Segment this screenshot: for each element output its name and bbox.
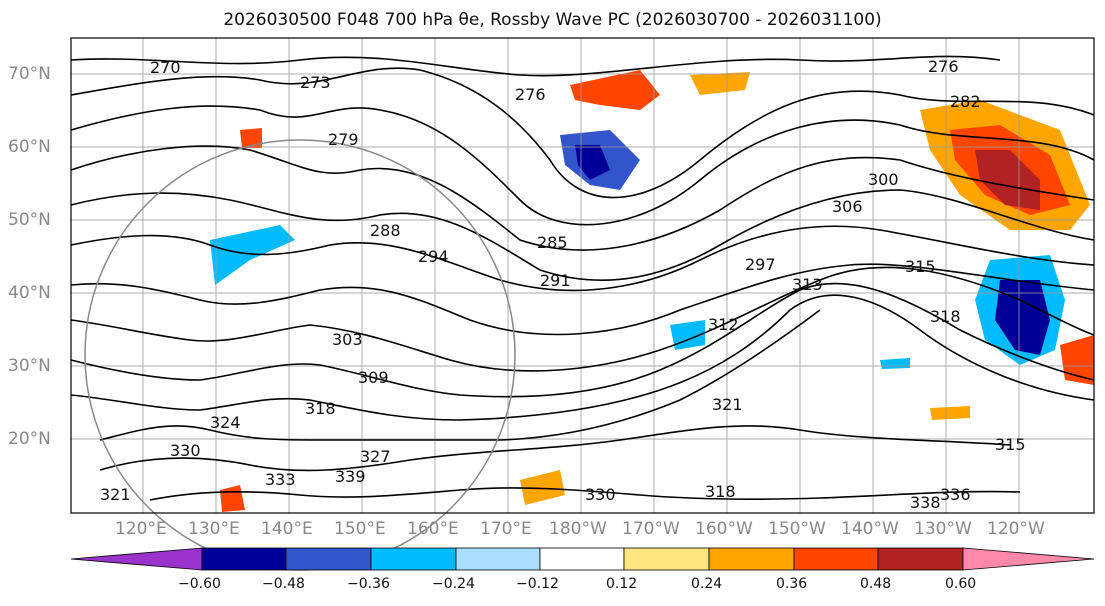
lon-label: 130°E <box>188 519 240 539</box>
colorbar-tick: 0.60 <box>945 576 977 592</box>
lon-label: 140°E <box>261 519 313 539</box>
colorbar-tick: −0.24 <box>432 576 475 592</box>
contour-label: 321 <box>712 395 743 414</box>
contour-label: 318 <box>930 307 961 326</box>
lon-label: 130°W <box>914 519 972 539</box>
colorbar-segment <box>285 547 372 571</box>
lon-label: 120°W <box>987 519 1045 539</box>
colorbar-segment <box>877 547 964 571</box>
strong-negative-anomaly-alaska <box>575 145 610 180</box>
contour-label: 324 <box>210 413 241 432</box>
max-positive-anomaly <box>975 150 1040 210</box>
contour-label: 273 <box>300 73 331 92</box>
lat-label: 30°N <box>8 356 51 376</box>
contour-label: 300 <box>868 170 899 189</box>
colorbar-tick: 0.36 <box>776 576 808 592</box>
contour-label: 333 <box>265 470 296 489</box>
contour-labels: 270 273 276 276 279 282 285 288 291 294 … <box>100 57 1026 512</box>
lon-label: 160°W <box>695 519 753 539</box>
lat-label: 50°N <box>8 210 51 230</box>
contour-label: 309 <box>358 368 389 387</box>
contour-label: 330 <box>585 485 616 504</box>
contour-label: 282 <box>950 92 981 111</box>
contour-label: 315 <box>995 435 1026 454</box>
contour-label: 330 <box>170 441 201 460</box>
contour-label: 291 <box>540 271 571 290</box>
contour-label: 279 <box>328 130 359 149</box>
contour-label: 306 <box>832 197 863 216</box>
contour-label: 338 <box>910 493 941 512</box>
contour-label: 321 <box>100 485 131 504</box>
contour-label: 318 <box>305 399 336 418</box>
lon-label: 160°E <box>407 519 459 539</box>
graticule <box>71 38 1094 513</box>
colorbar-tick: −0.36 <box>347 576 390 592</box>
colorbar-segment <box>623 547 710 571</box>
contour-label: 294 <box>418 247 449 266</box>
colorbar-extend-high <box>962 547 1095 571</box>
lat-label: 20°N <box>8 429 51 449</box>
contour-label: 336 <box>940 485 971 504</box>
colorbar-segment <box>708 547 795 571</box>
lon-label: 170°W <box>622 519 680 539</box>
colorbar-extend-low <box>70 547 203 571</box>
contour-label: 318 <box>705 482 736 501</box>
positive-anomaly-south <box>520 470 565 505</box>
contour-label: 270 <box>150 58 181 77</box>
colorbar-tick: 0.12 <box>606 576 638 592</box>
colorbar <box>70 547 1095 571</box>
colorbar-tick: 0.48 <box>860 576 892 592</box>
colorbar-tick: −0.48 <box>262 576 305 592</box>
theta-e-contours <box>70 55 1095 501</box>
lat-label: 60°N <box>8 137 51 157</box>
lon-label: 120°E <box>115 519 167 539</box>
positive-anomaly-siberia <box>690 72 750 95</box>
colorbar-segment <box>370 547 457 571</box>
colorbar-segment <box>201 547 287 571</box>
positive-anomaly-bering <box>570 70 660 110</box>
contour-label: 288 <box>370 221 401 240</box>
lon-label: 150°W <box>768 519 826 539</box>
contour-label: 276 <box>515 85 546 104</box>
lon-label: 180°W <box>549 519 607 539</box>
map-frame <box>70 37 1095 514</box>
contour-label: 303 <box>332 330 363 349</box>
contour-label: 339 <box>335 467 366 486</box>
colorbar-segment <box>793 547 879 571</box>
contour-label: 315 <box>905 257 936 276</box>
negative-anomaly-japan <box>210 225 295 285</box>
lat-label: 70°N <box>8 64 51 84</box>
colorbar-tick: −0.60 <box>178 576 221 592</box>
positive-anomaly-hawaii-region <box>930 406 970 420</box>
lat-label: 40°N <box>8 283 51 303</box>
contour-label: 297 <box>745 255 776 274</box>
positive-anomaly-asia-coast <box>240 128 262 148</box>
contour-label: 327 <box>360 447 391 466</box>
positive-anomaly-baja <box>1060 335 1094 385</box>
contour-label: 276 <box>928 57 959 76</box>
lon-label: 170°E <box>480 519 532 539</box>
lon-label: 150°E <box>334 519 386 539</box>
colorbar-segment <box>539 547 625 571</box>
strong-negative-anomaly-west-us <box>995 280 1050 355</box>
contour-label: 312 <box>708 315 739 334</box>
colorbar-segment <box>455 547 541 571</box>
anomaly-shading <box>210 70 1094 512</box>
contour-label: 285 <box>537 233 568 252</box>
contour-label: 313 <box>792 275 823 294</box>
colorbar-tick: −0.12 <box>516 576 559 592</box>
colorbar-tick: 0.24 <box>691 576 723 592</box>
lon-label: 140°W <box>841 519 899 539</box>
map-title: 2026030500 F048 700 hPa θe, Rossby Wave … <box>223 10 882 30</box>
